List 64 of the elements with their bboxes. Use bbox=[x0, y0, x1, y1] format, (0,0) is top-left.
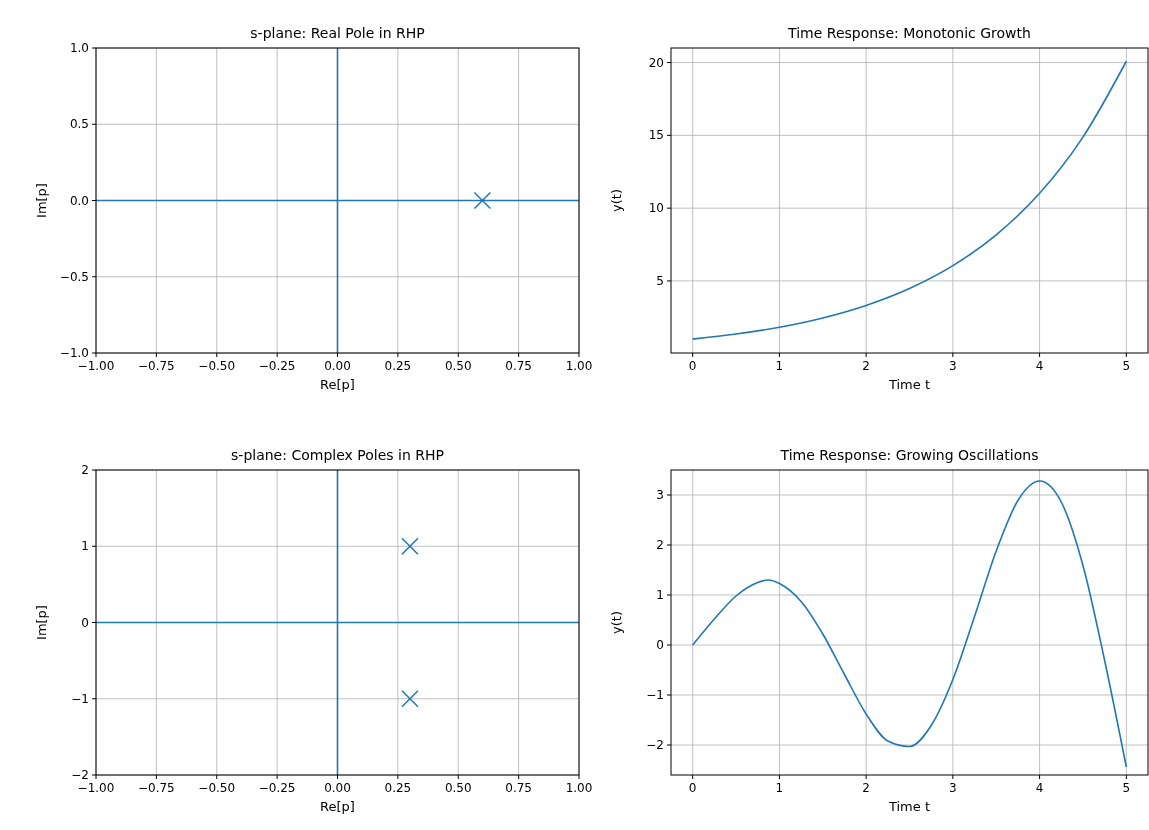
x-tick-label: −1.00 bbox=[77, 781, 115, 795]
y-tick-label: 3 bbox=[656, 488, 664, 502]
y-tick-label: 0.5 bbox=[69, 117, 89, 132]
x-axis-title: Time t bbox=[887, 377, 931, 392]
y-axis-title: y(t) bbox=[609, 189, 624, 212]
chart-title: s-plane: Real Pole in RHP bbox=[250, 25, 425, 41]
y-tick-label: 2 bbox=[81, 463, 89, 477]
y-axis-title: Im[p] bbox=[34, 183, 49, 218]
x-tick-label: 1 bbox=[775, 781, 784, 795]
x-tick-label: −0.25 bbox=[258, 359, 296, 373]
x-tick-label: 4 bbox=[1035, 359, 1044, 373]
y-tick-label: 0 bbox=[81, 615, 89, 630]
x-tick-label: 3 bbox=[949, 781, 957, 795]
line-series bbox=[691, 60, 1128, 340]
y-tick-label: −1.0 bbox=[59, 346, 89, 360]
x-tick-label: −0.25 bbox=[258, 781, 296, 795]
chart-title: Time Response: Growing Oscillations bbox=[779, 447, 1039, 463]
y-tick-label: 20 bbox=[648, 55, 664, 70]
x-tick-label: 0 bbox=[688, 781, 697, 795]
x-tick-label: 0.25 bbox=[384, 359, 412, 373]
chart-title: s-plane: Complex Poles in RHP bbox=[231, 447, 444, 463]
y-axis-title: Im[p] bbox=[34, 605, 49, 640]
y-tick-label: 1.0 bbox=[69, 41, 89, 55]
y-tick-label: −2 bbox=[646, 738, 664, 752]
x-tick-label: 1 bbox=[775, 359, 784, 373]
x-tick-label: 5 bbox=[1122, 359, 1131, 373]
y-tick-label: 0.0 bbox=[69, 193, 89, 208]
y-axis-title: y(t) bbox=[609, 611, 624, 634]
y-tick-label: 1 bbox=[656, 588, 664, 602]
y-tick-label: −0.5 bbox=[59, 269, 89, 284]
y-tick-label: 2 bbox=[656, 538, 664, 552]
x-tick-label: 2 bbox=[862, 359, 870, 373]
x-axis-title: Re[p] bbox=[320, 377, 355, 392]
y-tick-label: 10 bbox=[648, 201, 664, 216]
x-tick-label: −1.00 bbox=[77, 359, 115, 373]
y-tick-label: 0 bbox=[656, 638, 664, 652]
y-tick-label: −1 bbox=[71, 691, 89, 706]
x-tick-label: 1.00 bbox=[565, 781, 593, 795]
x-tick-label: −0.75 bbox=[137, 781, 175, 795]
x-tick-label: 3 bbox=[949, 359, 957, 373]
x-tick-label: 0.00 bbox=[324, 359, 351, 373]
y-tick-label: −2 bbox=[71, 768, 89, 782]
y-tick-label: 5 bbox=[656, 273, 664, 288]
x-tick-label: 2 bbox=[862, 781, 870, 795]
y-tick-label: −1 bbox=[646, 688, 664, 702]
x-axis-title: Re[p] bbox=[320, 799, 355, 814]
x-axis-title: Time t bbox=[887, 799, 931, 814]
x-tick-label: −0.50 bbox=[198, 781, 236, 795]
x-tick-label: 1.00 bbox=[565, 359, 593, 373]
x-tick-label: 0 bbox=[688, 359, 697, 373]
x-tick-label: 0.75 bbox=[505, 781, 532, 795]
line-series bbox=[691, 480, 1128, 768]
x-tick-label: 0.25 bbox=[384, 781, 412, 795]
x-tick-label: 5 bbox=[1122, 781, 1131, 795]
x-tick-label: −0.75 bbox=[137, 359, 175, 373]
x-tick-label: 0.75 bbox=[505, 359, 532, 373]
chart-title: Time Response: Monotonic Growth bbox=[787, 25, 1031, 41]
y-tick-label: 1 bbox=[81, 539, 89, 554]
x-tick-label: 0.50 bbox=[444, 359, 472, 373]
x-tick-label: 0.00 bbox=[324, 781, 351, 795]
x-tick-label: 4 bbox=[1035, 781, 1044, 795]
x-tick-label: 0.50 bbox=[444, 781, 472, 795]
y-tick-label: 15 bbox=[648, 128, 664, 143]
x-tick-label: −0.50 bbox=[198, 359, 236, 373]
